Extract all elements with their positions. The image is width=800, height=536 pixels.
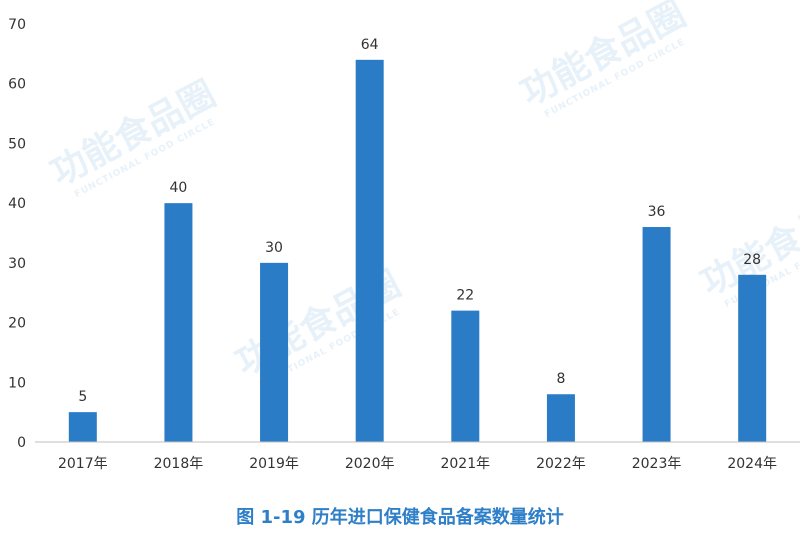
bar	[738, 274, 767, 442]
y-tick-label: 40	[8, 196, 26, 212]
x-tick-label: 2022年	[536, 456, 586, 472]
figure-caption: 图 1-19 历年进口保健食品备案数量统计	[236, 507, 564, 528]
x-tick-label: 2021年	[440, 456, 490, 472]
data-label: 30	[265, 240, 283, 256]
data-labels: 5 40 30 64 22 8 36 28	[78, 37, 761, 405]
bar	[164, 203, 193, 442]
bar	[355, 59, 384, 442]
data-label: 36	[648, 204, 666, 220]
data-label: 40	[170, 180, 188, 196]
x-tick-label: 2018年	[154, 456, 204, 472]
y-tick-label: 20	[8, 316, 26, 332]
bar	[451, 310, 480, 442]
y-tick-label: 70	[8, 17, 26, 33]
x-tick-label: 2020年	[345, 456, 395, 472]
y-tick-label: 0	[17, 435, 26, 451]
y-tick-label: 30	[8, 256, 26, 272]
x-tick-label: 2023年	[632, 456, 682, 472]
bar-chart: 0 10 20 30 40 50 60 70 5 40 30 64 22 8 36 28 2017年 2018…	[8, 17, 800, 472]
data-label: 28	[743, 252, 761, 268]
y-tick-label: 10	[8, 375, 26, 391]
bars	[68, 59, 767, 442]
bar	[260, 262, 289, 442]
y-tick-label: 60	[8, 77, 26, 93]
y-axis-tick-labels: 0 10 20 30 40 50 60 70	[8, 17, 26, 451]
bar	[546, 394, 575, 442]
y-tick-label: 50	[8, 136, 26, 152]
data-label: 22	[456, 288, 474, 304]
data-label: 8	[556, 371, 565, 387]
bar	[642, 227, 671, 442]
data-label: 64	[361, 37, 379, 53]
x-tick-label: 2019年	[249, 456, 299, 472]
data-label: 5	[78, 389, 87, 405]
bar	[68, 412, 97, 442]
x-tick-label: 2024年	[727, 456, 777, 472]
x-tick-label: 2017年	[58, 456, 108, 472]
x-axis-tick-labels: 2017年 2018年 2019年 2020年 2021年 2022年 2023年 2024年	[58, 456, 777, 472]
